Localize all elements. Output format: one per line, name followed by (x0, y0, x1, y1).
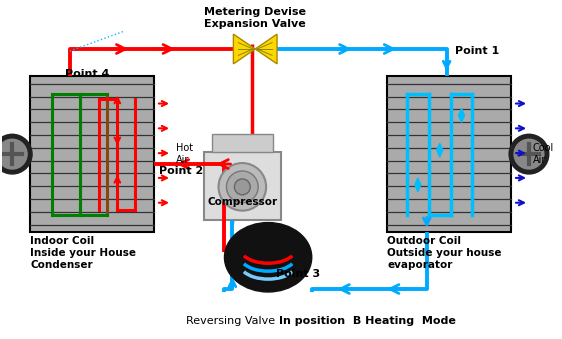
Text: Indoor Coil: Indoor Coil (30, 236, 94, 246)
Circle shape (226, 171, 258, 203)
Bar (387, 76, 511, 233)
Text: Point 4: Point 4 (65, 69, 109, 79)
Text: Condenser: Condenser (30, 260, 93, 270)
Text: In position  B Heating  Mode: In position B Heating Mode (279, 316, 456, 326)
Circle shape (509, 134, 549, 174)
Text: Metering Devise: Metering Devise (204, 7, 306, 17)
Text: evaporator: evaporator (387, 260, 452, 270)
Text: Point 2: Point 2 (159, 166, 203, 176)
Bar (211, 134, 273, 152)
Polygon shape (415, 178, 421, 192)
Text: Expansion Valve: Expansion Valve (205, 19, 306, 29)
Circle shape (0, 139, 27, 169)
Text: Point 3: Point 3 (276, 269, 320, 279)
Text: Hot
Air: Hot Air (176, 143, 193, 165)
Text: Point 1: Point 1 (455, 46, 499, 56)
Circle shape (514, 139, 544, 169)
Polygon shape (437, 143, 443, 157)
Polygon shape (459, 108, 464, 122)
Bar (203, 152, 281, 220)
Polygon shape (233, 34, 255, 64)
Circle shape (234, 179, 250, 195)
Text: Inside your House: Inside your House (30, 248, 136, 258)
Text: Outdoor Coil: Outdoor Coil (387, 236, 461, 246)
Polygon shape (255, 34, 277, 64)
Text: Outside your house: Outside your house (387, 248, 502, 258)
Circle shape (219, 163, 266, 211)
Bar (30, 76, 154, 233)
Text: Cool
Air: Cool Air (533, 143, 554, 165)
Text: Reversing Valve: Reversing Valve (187, 316, 279, 326)
Circle shape (0, 134, 32, 174)
Text: Compressor: Compressor (207, 197, 278, 207)
Ellipse shape (224, 223, 312, 292)
